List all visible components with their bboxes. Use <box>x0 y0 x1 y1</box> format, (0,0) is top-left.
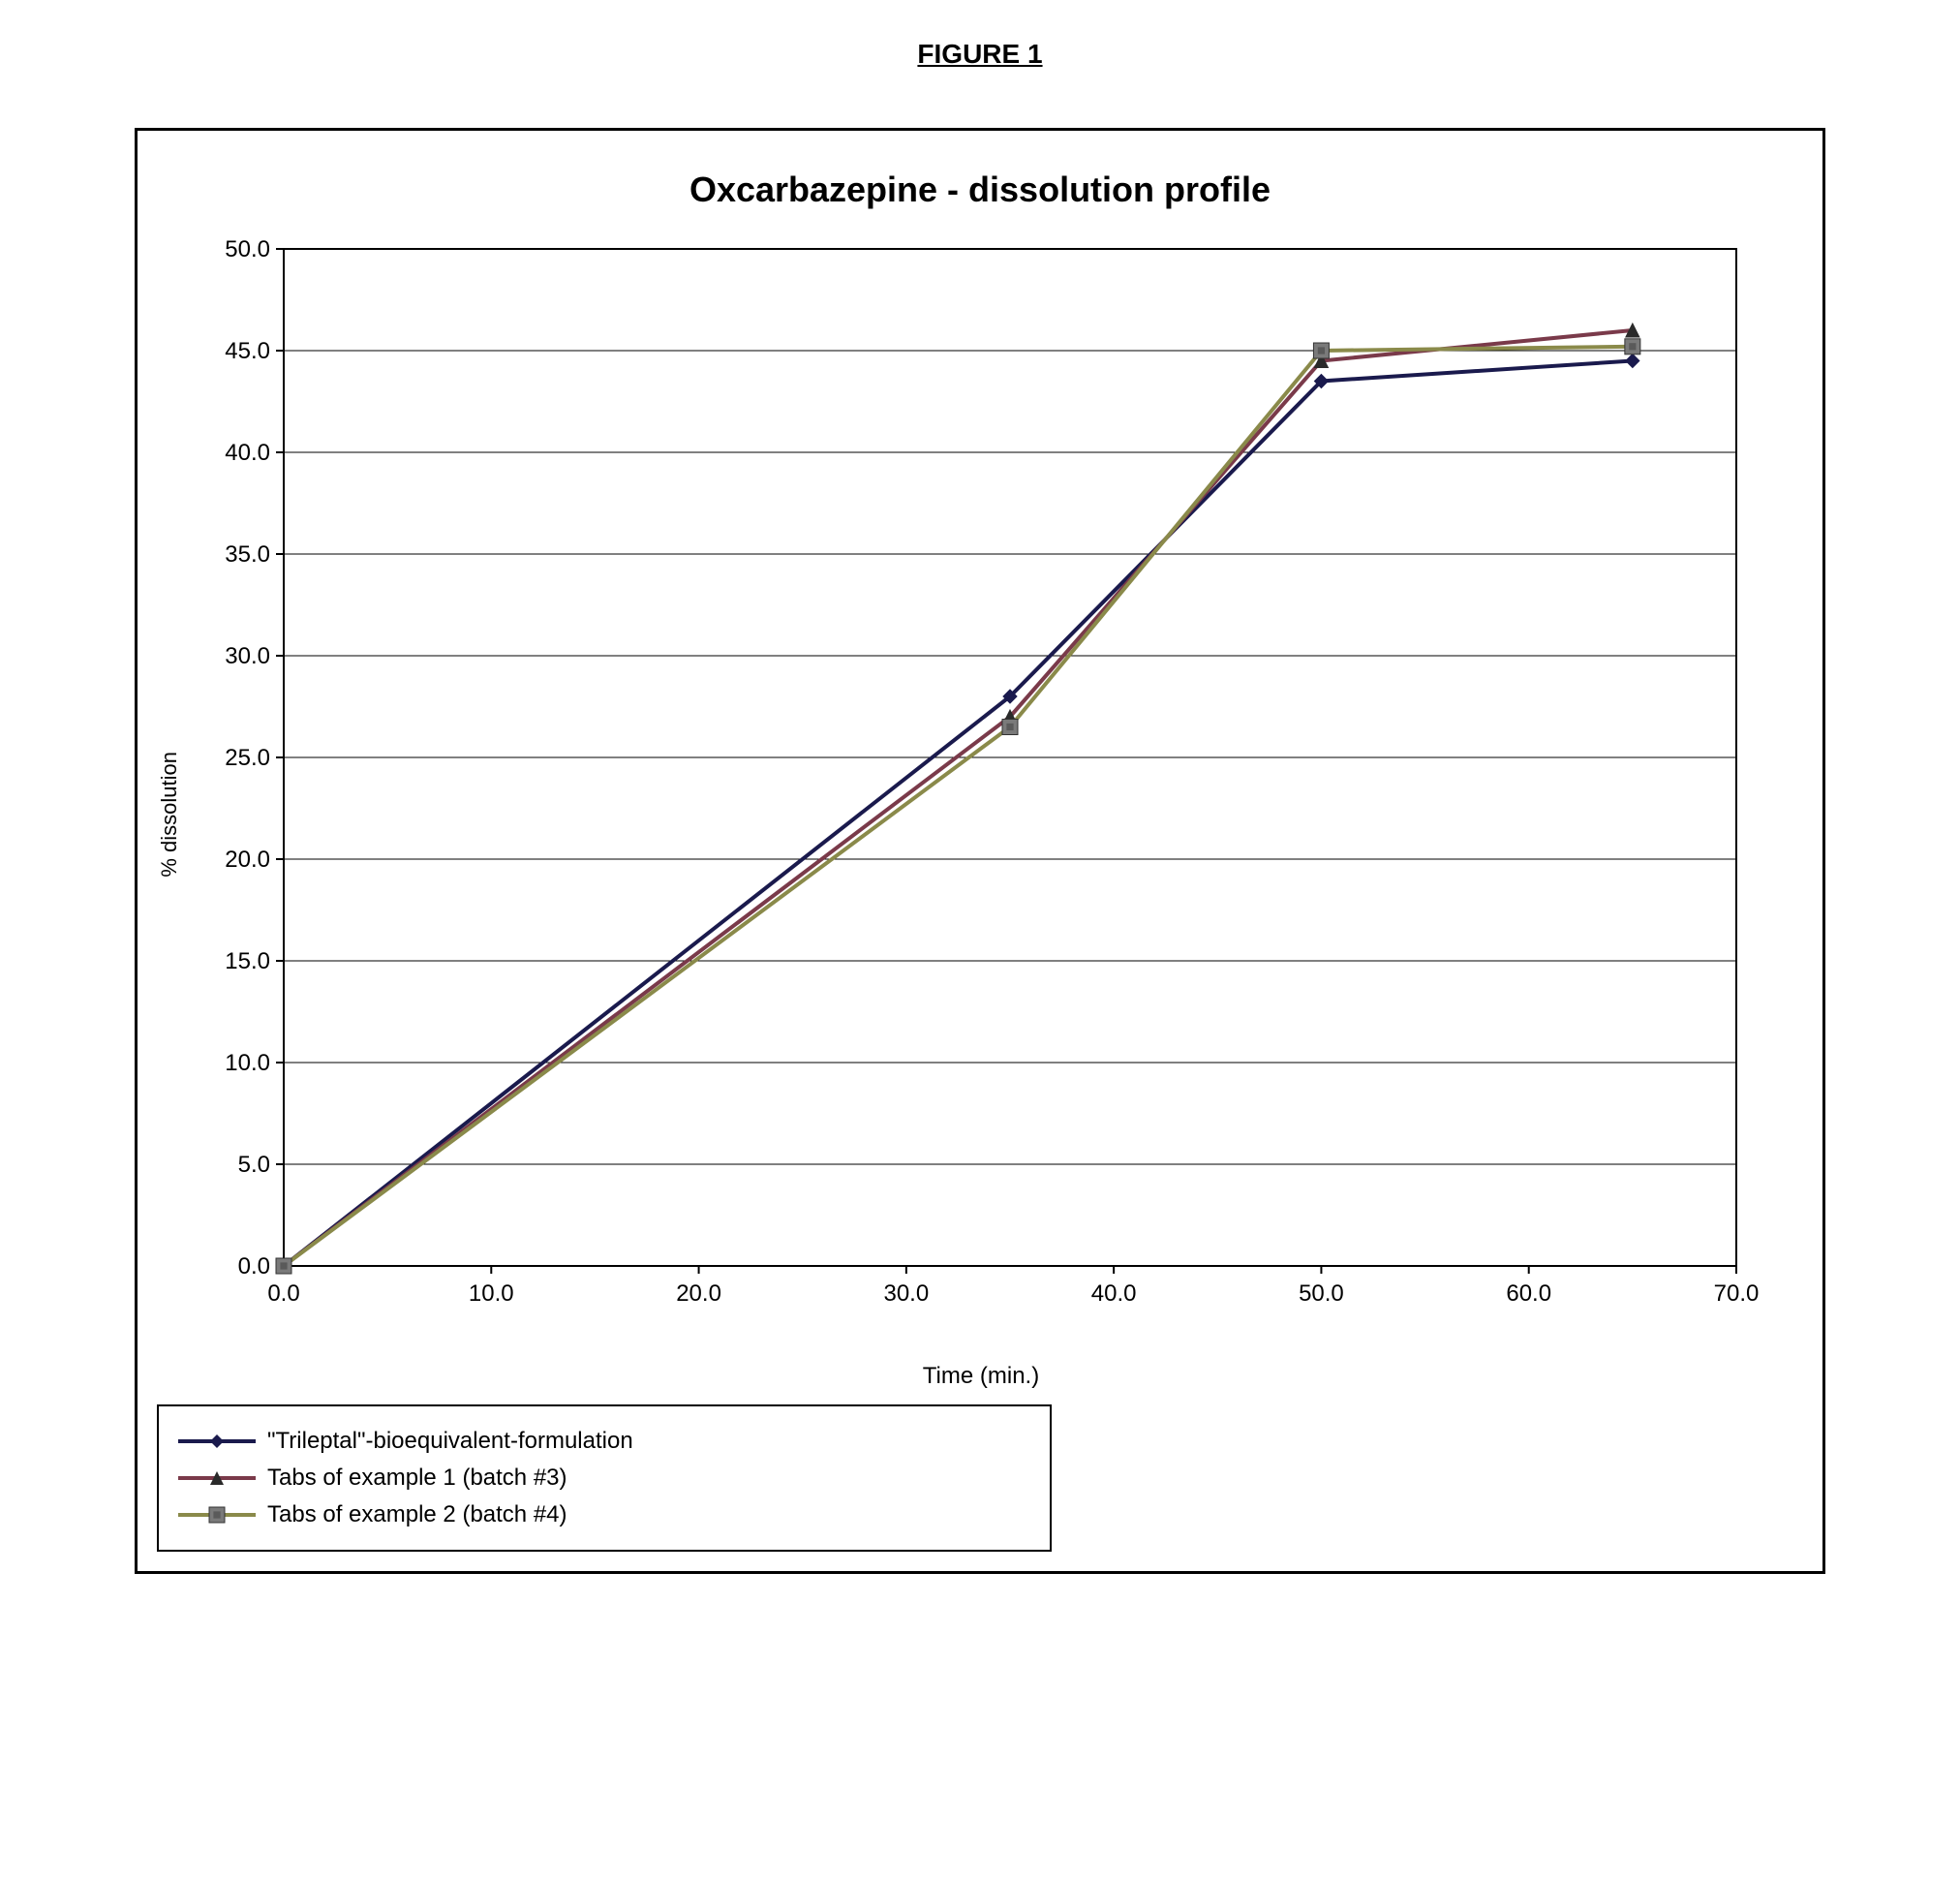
legend-item: Tabs of example 2 (batch #4) <box>178 1501 1030 1528</box>
svg-text:10.0: 10.0 <box>225 1050 270 1076</box>
svg-text:45.0: 45.0 <box>225 338 270 364</box>
chart-border: Oxcarbazepine - dissolution profile % di… <box>135 128 1825 1574</box>
svg-text:0.0: 0.0 <box>238 1253 270 1280</box>
chart-title: Oxcarbazepine - dissolution profile <box>157 170 1803 210</box>
legend-item: "Trileptal"-bioequivalent-formulation <box>178 1428 1030 1455</box>
svg-text:50.0: 50.0 <box>1299 1280 1344 1307</box>
svg-text:20.0: 20.0 <box>676 1280 721 1307</box>
svg-text:20.0: 20.0 <box>225 847 270 873</box>
legend-label: "Trileptal"-bioequivalent-formulation <box>267 1428 633 1455</box>
svg-text:40.0: 40.0 <box>1091 1280 1137 1307</box>
svg-text:30.0: 30.0 <box>225 643 270 669</box>
figure-label: FIGURE 1 <box>39 39 1921 70</box>
svg-text:70.0: 70.0 <box>1714 1280 1760 1307</box>
legend: "Trileptal"-bioequivalent-formulation Tab… <box>157 1404 1052 1552</box>
svg-text:30.0: 30.0 <box>883 1280 929 1307</box>
svg-text:40.0: 40.0 <box>225 440 270 466</box>
legend-label: Tabs of example 2 (batch #4) <box>267 1501 567 1528</box>
x-axis-label: Time (min.) <box>197 1363 1765 1390</box>
plot-svg: 0.0 5.0 10.0 15.0 20.0 25.0 30.0 35.0 40.0 45.0 50… <box>197 239 1765 1314</box>
svg-text:60.0: 60.0 <box>1506 1280 1551 1307</box>
legend-item: Tabs of example 1 (batch #3) <box>178 1465 1030 1492</box>
svg-text:35.0: 35.0 <box>225 541 270 568</box>
svg-text:25.0: 25.0 <box>225 745 270 771</box>
chart-container: % dissolution 0.0 5.0 10.0 15.0 20.0 25.0 30.0… <box>157 239 1803 1390</box>
legend-line <box>178 1476 256 1480</box>
svg-text:5.0: 5.0 <box>238 1152 270 1178</box>
svg-text:0.0: 0.0 <box>267 1280 299 1307</box>
plot-wrap: 0.0 5.0 10.0 15.0 20.0 25.0 30.0 35.0 40.0 45.0 50… <box>197 239 1765 1390</box>
legend-line <box>178 1513 256 1517</box>
legend-label: Tabs of example 1 (batch #3) <box>267 1465 567 1492</box>
svg-text:15.0: 15.0 <box>225 948 270 974</box>
svg-text:50.0: 50.0 <box>225 239 270 262</box>
legend-line <box>178 1439 256 1443</box>
y-axis-label: % dissolution <box>157 752 182 878</box>
svg-text:10.0: 10.0 <box>469 1280 514 1307</box>
